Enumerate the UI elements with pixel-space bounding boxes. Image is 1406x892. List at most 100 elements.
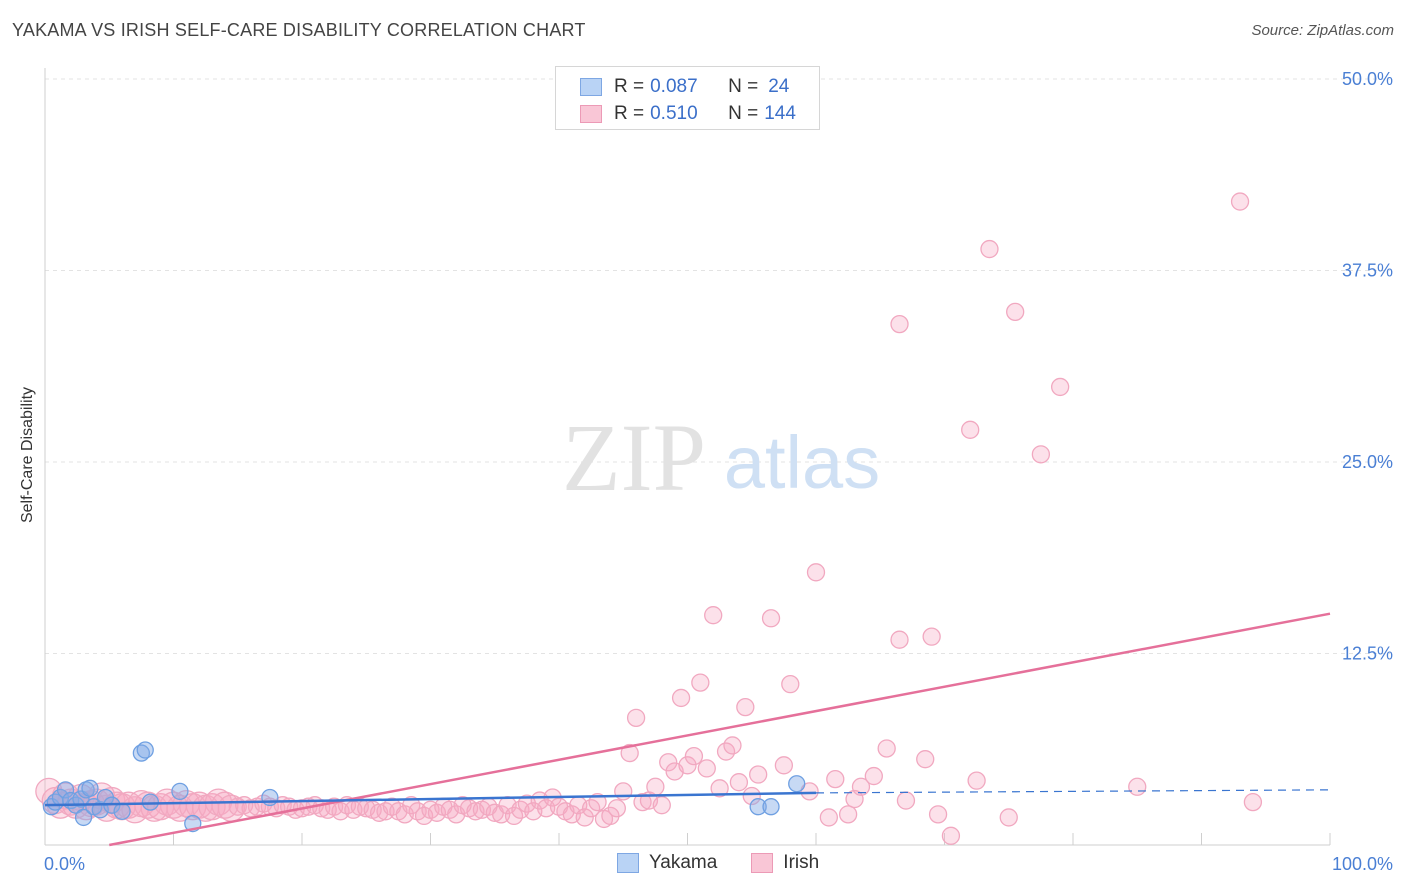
grid-lines bbox=[45, 78, 1390, 654]
irish-point bbox=[1051, 377, 1070, 397]
yakama-point bbox=[749, 798, 767, 816]
n-value: 144 bbox=[764, 103, 796, 124]
yakama-series bbox=[42, 741, 806, 833]
watermark-atlas: atlas bbox=[724, 421, 880, 504]
irish-point bbox=[723, 736, 742, 755]
irish-point bbox=[941, 826, 961, 845]
irish-point bbox=[838, 805, 858, 824]
yakama-point bbox=[56, 781, 75, 799]
irish-point bbox=[928, 805, 948, 824]
irish-point bbox=[980, 239, 999, 259]
r-value: 0.510 bbox=[650, 103, 698, 124]
irish-point bbox=[1031, 445, 1051, 464]
irish-point bbox=[761, 609, 781, 628]
irish-point bbox=[710, 779, 729, 798]
axes bbox=[44, 68, 1331, 846]
source-label: Source: ZipAtlas.com bbox=[1251, 22, 1394, 39]
irish-point bbox=[967, 771, 986, 790]
irish-point bbox=[999, 808, 1018, 827]
irish-point bbox=[684, 746, 704, 766]
irish-point bbox=[697, 759, 716, 778]
legend-row-yakama: R = 0.087 N = 24 bbox=[580, 74, 789, 100]
irish-point bbox=[806, 563, 826, 582]
trend-lines bbox=[44, 612, 1331, 847]
r-value: 0.087 bbox=[650, 76, 698, 97]
irish-point bbox=[877, 739, 896, 758]
irish-point bbox=[800, 782, 819, 801]
yakama-point bbox=[762, 798, 780, 816]
yakama-point bbox=[788, 775, 806, 793]
y-tick-label: 50.0% bbox=[1342, 69, 1393, 89]
r-label: R = bbox=[614, 76, 645, 97]
y-axis-title: Self-Care Disability bbox=[19, 386, 36, 524]
legend-label-yakama: Yakama bbox=[649, 852, 718, 873]
irish-point bbox=[678, 756, 697, 775]
irish-point bbox=[896, 791, 916, 810]
stats-legend: R = 0.087 N = 24 R = 0.510 N = 144 bbox=[555, 66, 820, 130]
irish-point bbox=[620, 743, 639, 763]
legend-swatch-yakama bbox=[580, 78, 602, 96]
irish-point bbox=[614, 782, 633, 801]
irish-point bbox=[704, 606, 723, 625]
yakama-point bbox=[171, 782, 189, 801]
irish-point bbox=[774, 756, 794, 775]
yakama-point bbox=[141, 793, 160, 811]
n-label: N = bbox=[728, 103, 759, 124]
irish-point bbox=[1230, 192, 1250, 211]
yakama-point bbox=[261, 788, 279, 807]
watermark: ZIP atlas bbox=[562, 404, 880, 511]
irish-point bbox=[864, 766, 883, 786]
irish-point bbox=[826, 769, 845, 789]
yakama-point bbox=[136, 741, 154, 759]
legend-swatch-irish bbox=[751, 853, 774, 873]
irish-point bbox=[691, 673, 710, 692]
irish-point bbox=[729, 773, 749, 792]
tick-labels: 12.5% 25.0% 37.5% 50.0% 0.0% 100.0% bbox=[44, 69, 1393, 874]
irish-point bbox=[652, 796, 671, 815]
irish-point bbox=[633, 792, 652, 812]
irish-trend-line bbox=[109, 612, 1331, 847]
legend-item-yakama[interactable]: Yakama bbox=[617, 852, 717, 874]
yakama-trend-line bbox=[44, 791, 817, 807]
yakama-trend-extension bbox=[815, 789, 1331, 794]
irish-point bbox=[851, 777, 871, 796]
irish-point bbox=[819, 808, 838, 827]
irish-point bbox=[1006, 302, 1025, 322]
irish-point bbox=[890, 630, 909, 649]
y-tick-label: 37.5% bbox=[1342, 261, 1393, 281]
legend-label-irish: Irish bbox=[783, 852, 820, 873]
legend-item-irish[interactable]: Irish bbox=[751, 852, 819, 874]
irish-point bbox=[588, 792, 607, 812]
y-tick-label: 12.5% bbox=[1342, 644, 1393, 664]
r-label: R = bbox=[614, 103, 645, 124]
x-tick-label: 0.0% bbox=[44, 854, 85, 874]
irish-point bbox=[575, 808, 594, 827]
watermark-zip: ZIP bbox=[562, 404, 706, 511]
irish-point bbox=[916, 750, 935, 769]
irish-series bbox=[35, 192, 1263, 845]
yakama-point bbox=[113, 802, 131, 820]
n-value: 24 bbox=[768, 76, 790, 97]
irish-point bbox=[781, 674, 800, 694]
legend-row-irish: R = 0.510 N = 144 bbox=[580, 101, 796, 127]
irish-point bbox=[922, 627, 941, 646]
irish-point bbox=[749, 765, 768, 784]
irish-point bbox=[890, 314, 909, 334]
irish-point bbox=[659, 753, 678, 772]
x-tick-label: 100.0% bbox=[1332, 854, 1393, 874]
irish-point bbox=[646, 777, 665, 796]
irish-point bbox=[736, 697, 755, 717]
series-legend: Yakama Irish bbox=[617, 852, 853, 874]
n-label: N = bbox=[728, 76, 759, 97]
irish-point bbox=[742, 786, 761, 806]
chart-title: YAKAMA VS IRISH SELF-CARE DISABILITY COR… bbox=[12, 20, 586, 40]
irish-point bbox=[607, 799, 626, 818]
yakama-point bbox=[74, 808, 93, 827]
irish-point bbox=[671, 688, 691, 708]
legend-swatch-yakama bbox=[617, 853, 639, 873]
irish-point bbox=[961, 420, 980, 439]
legend-swatch-irish bbox=[580, 105, 602, 123]
irish-point bbox=[626, 708, 646, 727]
y-tick-label: 25.0% bbox=[1342, 452, 1393, 472]
irish-point bbox=[1128, 777, 1147, 796]
